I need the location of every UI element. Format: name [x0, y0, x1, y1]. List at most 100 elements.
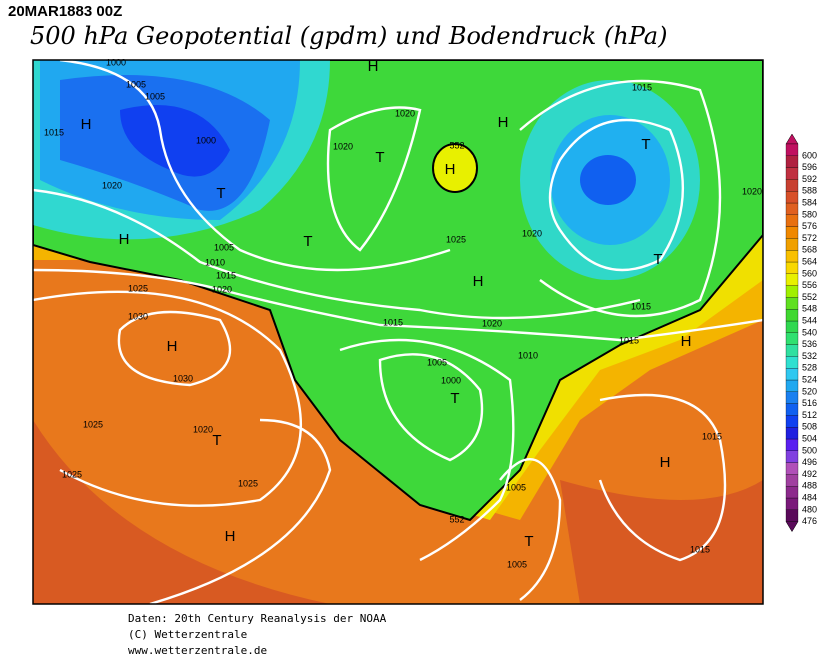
colorbar-swatch	[785, 226, 799, 239]
isobar-label: 552	[449, 514, 464, 524]
title: 500 hPa Geopotential (gpdm) und Bodendru…	[30, 22, 667, 50]
colorbar-swatch	[785, 356, 799, 369]
isobar-label: 1015	[44, 127, 64, 137]
map	[33, 60, 763, 604]
pressure-center: T	[216, 185, 225, 202]
colorbar-label: 560	[802, 268, 817, 278]
isobar-label: 1005	[507, 559, 527, 569]
colorbar-label: 584	[802, 197, 817, 207]
isobar-label: 1020	[212, 284, 232, 294]
colorbar-swatch	[785, 332, 799, 345]
isobar-label: 1030	[128, 311, 148, 321]
colorbar-swatch	[785, 155, 799, 168]
colorbar-label: 504	[802, 433, 817, 443]
colorbar-label: 544	[802, 315, 817, 325]
pressure-center: T	[212, 432, 221, 449]
colorbar-label: 476	[802, 516, 817, 526]
colorbar-label: 488	[802, 481, 817, 491]
isobar-label: 1020	[395, 108, 415, 118]
colorbar-swatch	[785, 474, 799, 487]
isobar-label: 1005	[145, 91, 165, 101]
colorbar-swatch	[785, 368, 799, 381]
isobar-label: 552	[449, 140, 464, 150]
colorbar-label: 540	[802, 327, 817, 337]
pressure-center: H	[368, 58, 379, 75]
colorbar-swatch	[785, 250, 799, 263]
date: 20MAR1883 00Z	[8, 3, 122, 20]
colorbar-label: 508	[802, 422, 817, 432]
colorbar-label: 532	[802, 351, 817, 361]
isobar-label: 1010	[518, 350, 538, 360]
isobar-label: 1020	[742, 186, 762, 196]
colorbar-swatch	[785, 191, 799, 204]
colorbar-label: 524	[802, 374, 817, 384]
isobar-label: 1020	[193, 424, 213, 434]
isobar-label: 1020	[482, 318, 502, 328]
pressure-center: T	[303, 233, 312, 250]
colorbar-label: 496	[802, 457, 817, 467]
isobar-label: 1010	[205, 257, 225, 267]
colorbar-cap	[785, 133, 799, 145]
map-labels: 1000 1005 1005 1015 1000 1020 1005 1010 1015 1020…	[44, 57, 762, 569]
isobar-label: 1000	[441, 375, 461, 385]
colorbar-swatch	[785, 143, 799, 156]
isobar-label: 1000	[196, 135, 216, 145]
isobar-label: 1005	[506, 482, 526, 492]
isobar-label: 1025	[238, 478, 258, 488]
isobar-label: 1005	[427, 357, 447, 367]
isobar-label: 1030	[173, 373, 193, 383]
pressure-center: H	[119, 231, 130, 248]
isobar-label: 1005	[126, 79, 146, 89]
isobar-label: 1015	[631, 301, 651, 311]
colorbar-swatch	[785, 285, 799, 298]
colorbar-label: 528	[802, 363, 817, 373]
colorbar-swatch	[785, 297, 799, 310]
colorbar-swatch	[785, 438, 799, 451]
pressure-center: H	[445, 161, 456, 178]
isobar-label: 1025	[128, 283, 148, 293]
colorbar-swatch	[785, 450, 799, 463]
colorbar-label: 600	[802, 150, 817, 160]
pressure-center: T	[653, 251, 662, 268]
pressure-center: H	[81, 116, 92, 133]
pressure-center: H	[167, 338, 178, 355]
colorbar-label: 536	[802, 339, 817, 349]
map-frame	[32, 59, 764, 605]
colorbar-label: 556	[802, 280, 817, 290]
colorbar-swatch	[785, 309, 799, 322]
isobar-label: 1015	[632, 82, 652, 92]
colorbar-cap	[785, 521, 799, 533]
colorbar-label: 552	[802, 292, 817, 302]
colorbar-swatch	[785, 403, 799, 416]
isobar-label: 1015	[216, 270, 236, 280]
isobar-label: 1015	[383, 317, 403, 327]
colorbar-label: 568	[802, 245, 817, 255]
colorbar-swatch	[785, 179, 799, 192]
colorbar-label: 592	[802, 174, 817, 184]
colorbar-swatch	[785, 427, 799, 440]
pressure-center: T	[450, 390, 459, 407]
colorbar-label: 500	[802, 445, 817, 455]
pressure-center: T	[375, 149, 384, 166]
colorbar: 4764804844884924965005045085125165205245…	[785, 133, 817, 533]
colorbar-label: 572	[802, 233, 817, 243]
colorbar-swatch	[785, 261, 799, 274]
pressure-center: H	[473, 273, 484, 290]
colorbar-swatch	[785, 273, 799, 286]
colorbar-label: 480	[802, 504, 817, 514]
colorbar-label: 588	[802, 186, 817, 196]
colorbar-swatch	[785, 379, 799, 392]
colorbar-swatch	[785, 497, 799, 510]
colorbar-swatch	[785, 202, 799, 215]
isobar-label: 1000	[106, 57, 126, 67]
colorbar-swatch	[785, 238, 799, 251]
colorbar-label: 548	[802, 304, 817, 314]
colorbar-label: 516	[802, 398, 817, 408]
colorbar-swatch	[785, 509, 799, 522]
colorbar-swatch	[785, 344, 799, 357]
colorbar-swatch	[785, 415, 799, 428]
colorbar-label: 512	[802, 410, 817, 420]
colorbar-label: 576	[802, 221, 817, 231]
isobar-label: 1015	[690, 544, 710, 554]
